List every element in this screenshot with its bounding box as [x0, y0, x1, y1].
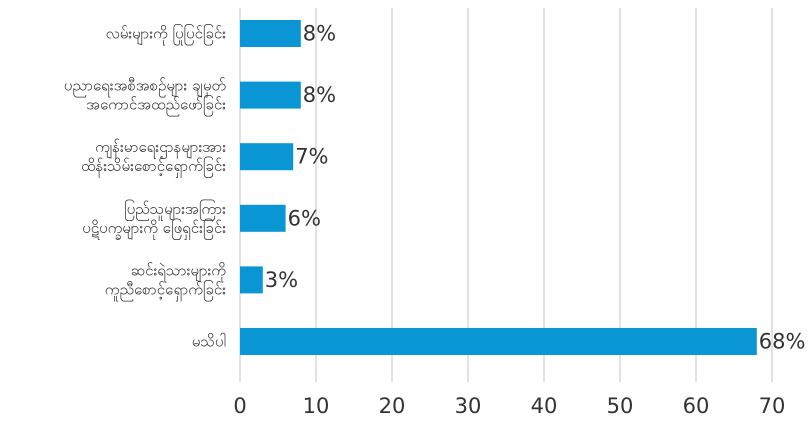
category-label: ပညာရေးအစီအစဉ်များ ချမှတ်အကောင်အထည်ဖော်ခြ… — [64, 77, 226, 117]
category-label-line: ကျန်းမာရေးဌာနများအား — [95, 138, 226, 159]
category-label: ဆင်းရဲသားများကိုကူညီစောင့်ရှောက်ခြင်း — [105, 261, 226, 301]
bar — [240, 143, 294, 171]
bars — [240, 20, 757, 355]
category-label-line: ဆင်းရဲသားများကို — [131, 261, 226, 282]
x-tick-label: 20 — [379, 394, 406, 418]
category-label: ပြည်သူများအကြားပဋိပက္ခများကို ဖြေရှင်းခြ… — [82, 199, 226, 240]
category-labels: လမ်းများကို ပြုပြင်ခြင်းပညာရေးအစီအစဉ်မျာ… — [64, 24, 226, 351]
category-label: လမ်းများကို ပြုပြင်ခြင်း — [106, 24, 227, 46]
category-label-line: ထိန်းသိမ်းစောင့်ရှောက်ခြင်း — [81, 156, 226, 178]
category-label-line: ပြည်သူများအကြား — [124, 199, 226, 221]
x-tick-label: 40 — [531, 394, 558, 418]
category-label-line: မသိပါ — [192, 333, 226, 351]
category-label-line: ပဋိပက္ခများကို ဖြေရှင်းခြင်း — [82, 218, 226, 240]
category-label-line: ပညာရေးအစီအစဉ်များ ချမှတ် — [64, 77, 226, 98]
x-axis-tick-labels: 0 10 20 30 40 50 60 70 — [233, 394, 785, 418]
x-tick-label: 60 — [683, 394, 710, 418]
category-label: ကျန်းမာရေးဌာနများအားထိန်းသိမ်းစောင့်ရှော… — [81, 138, 226, 178]
x-tick-label: 50 — [607, 394, 634, 418]
gridlines — [239, 8, 773, 382]
x-tick-label: 30 — [455, 394, 482, 418]
x-tick-label: 0 — [233, 394, 246, 418]
bar — [240, 81, 301, 109]
bar — [240, 20, 301, 47]
data-label: 6% — [288, 206, 321, 230]
x-tick-label: 10 — [303, 394, 330, 418]
bar — [240, 204, 286, 232]
data-label: 8% — [303, 22, 336, 46]
data-labels: 8% 8% 7% 6% 3% 68% — [265, 22, 806, 354]
data-label: 3% — [265, 268, 298, 292]
category-label: မသိပါ — [192, 333, 226, 351]
category-label-line: ကူညီစောင့်ရှောက်ခြင်း — [105, 279, 226, 301]
data-label: 68% — [759, 330, 806, 354]
data-label: 7% — [295, 145, 328, 169]
bar — [240, 266, 263, 294]
x-tick-label: 70 — [759, 394, 786, 418]
data-label: 8% — [303, 83, 336, 107]
category-label-line: လမ်းများကို ပြုပြင်ခြင်း — [106, 24, 227, 46]
category-label-line: အကောင်အထည်ဖော်ခြင်း — [86, 95, 226, 117]
bar — [240, 328, 757, 355]
